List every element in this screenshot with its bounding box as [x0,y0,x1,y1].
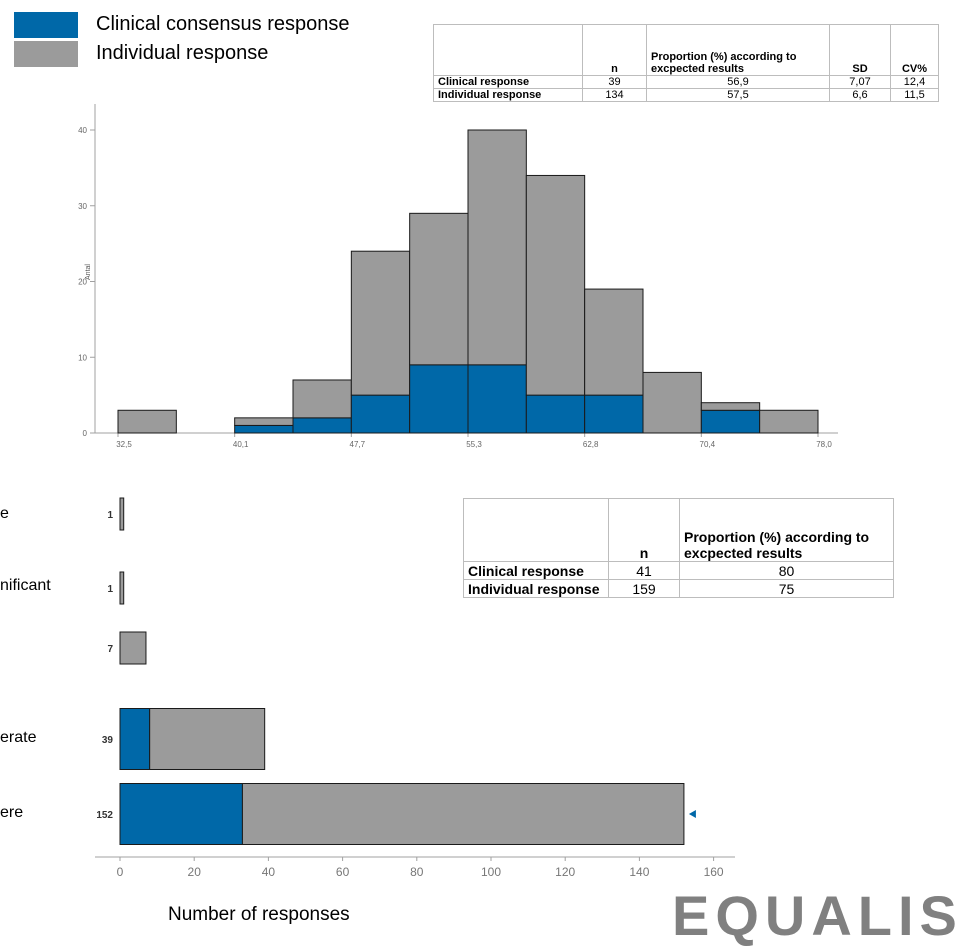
histogram-y-tick-label: 30 [78,202,87,211]
table-cell-n: 159 [608,579,680,598]
histogram-bar-clinical [234,424,294,434]
legend-label-clinical: Clinical consensus response [96,13,350,35]
bar-individual [119,497,125,531]
legend-swatch-individual [14,40,78,67]
table-cell-sd: 6,6 [829,88,891,102]
histogram-bar-individual [292,379,352,419]
histogram-bar-individual [642,371,702,434]
legend: Clinical consensus response Individual r… [14,10,349,68]
category-label-0: e [0,505,9,522]
bar-x-tick-label: 60 [336,865,350,879]
bar-clinical [119,708,151,770]
table-header-row: n Proportion (%) according to excpected … [433,24,939,76]
table-cell-sd: 7,07 [829,75,891,89]
histogram-bar-clinical [700,409,761,434]
bar-x-tick-label: 80 [410,865,424,879]
histogram-bar-individual [409,212,469,366]
table-header-proportion: Proportion (%) according to excpected re… [646,24,830,76]
table-cell-cv: 11,5 [890,88,939,102]
histogram-x-tick-label: 70,4 [700,440,716,449]
histogram-bar-clinical [584,394,644,434]
bar-individual [119,571,125,605]
bar-x-tick-label: 160 [704,865,724,879]
x-axis-title: Number of responses [168,904,350,925]
bar-individual [241,783,685,845]
stats-table-bars: n Proportion (%) according to excpected … [463,498,894,598]
category-label-4: ere [0,804,24,821]
table-row-label: Individual response [433,88,583,102]
legend-item-individual: Individual response [14,39,349,68]
legend-item-clinical: Clinical consensus response [14,10,349,39]
bar-total-label: 1 [107,510,113,521]
table-row: Individual response 159 75 [463,579,894,598]
bar-x-tick-label: 140 [629,865,649,879]
bar-total-label: 7 [107,644,113,655]
bar-individual [119,631,147,665]
bar-x-tick-label: 40 [262,865,276,879]
legend-swatch-clinical [14,11,78,38]
histogram-x-tick-label: 32,5 [116,440,132,449]
histogram-bar-clinical [350,394,411,434]
bar-x-tick-label: 120 [555,865,575,879]
legend-label-individual: Individual response [96,42,269,64]
histogram-x-tick-label: 55,3 [466,440,482,449]
table-row-label: Individual response [463,579,609,598]
table-row: Clinical response 41 80 [463,561,894,580]
histogram-bar-clinical [467,364,527,434]
histogram-y-axis-label: Antal [85,264,92,280]
histogram-y-tick-label: 0 [83,429,88,438]
bar-clinical [119,783,243,845]
histogram-bar-individual [700,402,761,411]
table-cell-proportion: 57,5 [646,88,830,102]
bar-total-label: 1 [107,584,113,595]
histogram-bar-individual [117,409,177,434]
table-cell-n: 134 [582,88,647,102]
histogram-bar-individual [350,250,411,396]
table-row: Individual response 134 57,5 6,6 11,5 [433,88,939,102]
histogram-y-tick-label: 20 [78,278,87,287]
equalis-logo: EQUALIS [672,884,961,947]
bar-x-tick-label: 20 [188,865,202,879]
histogram-y-tick-label: 10 [78,353,87,362]
marker-triangle-icon [688,810,696,818]
histogram-bar-individual [525,174,586,396]
histogram-bar-individual [584,288,644,396]
table-header-n: n [582,24,647,76]
table-header-n: n [608,498,680,562]
stats-table-histogram: n Proportion (%) according to excpected … [433,24,939,102]
table-header-empty [463,498,609,562]
histogram-x-tick-label: 62,8 [583,440,599,449]
table-header-proportion: Proportion (%) according to excpected re… [679,498,894,562]
histogram-bar-individual [234,417,294,426]
bar-total-label: 39 [102,735,114,746]
histogram-x-tick-label: 78,0 [816,440,832,449]
bar-x-tick-label: 0 [117,865,124,879]
histogram-bar-clinical [292,417,352,434]
histogram-bar-clinical [525,394,586,434]
histogram-y-tick-label: 40 [78,126,87,135]
histogram-bar-individual [759,409,819,434]
histogram-x-tick-label: 40,1 [233,440,249,449]
category-label-1: nificant [0,577,51,594]
histogram-x-tick-label: 47,7 [350,440,366,449]
category-label-3: erate [0,729,37,746]
bar-individual [149,708,266,770]
bar-x-tick-label: 100 [481,865,501,879]
table-cell-proportion: 75 [679,579,894,598]
table-header-row: n Proportion (%) according to excpected … [463,498,894,562]
table-header-sd: SD [829,24,891,76]
table-header-cv: CV% [890,24,939,76]
bar-total-label: 152 [96,810,113,821]
histogram-bar-individual [467,129,527,366]
histogram-bar-clinical [409,364,469,434]
